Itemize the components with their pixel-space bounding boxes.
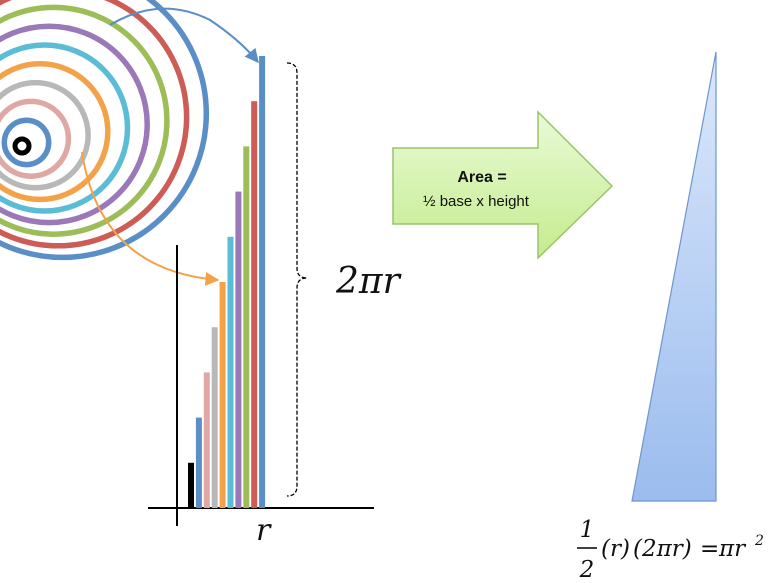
transform-arrow [392,110,614,260]
strip-1 [188,462,194,508]
strip-9 [251,101,258,508]
height-bracket [286,62,308,497]
strip-8 [243,146,250,508]
formula-denominator: 2 [579,557,595,583]
strip-6 [227,236,234,509]
base-label: r [256,513,272,548]
strip-7 [235,191,242,508]
formula-factor-circumference: (2πr) [633,536,692,562]
strip-2 [195,417,202,508]
height-label: 2πr [335,261,402,302]
strip-10 [259,56,266,508]
arrow-subtitle: ½ base x height [423,193,530,210]
arrow-title: Area = [457,169,506,186]
strip-5 [219,282,226,508]
formula-exponent: 2 [754,533,764,549]
strip-3 [203,372,210,508]
connector-arrow-inner-ring [81,151,220,286]
unrolled-strips [188,56,266,509]
connector-arrow-outer-ring [109,7,259,64]
area-triangle [631,51,717,502]
area-formula: 1 2 (r) (2πr) = πr 2 [577,517,764,583]
formula-equals: = [700,536,719,562]
strip-4 [211,327,218,508]
ring-1 [12,136,32,156]
formula-numerator: 1 [580,517,595,543]
formula-result: πr [718,536,747,562]
formula-factor-r: (r) [601,536,630,562]
concentric-rings [0,0,210,261]
